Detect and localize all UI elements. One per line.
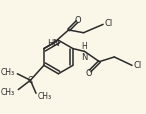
Text: HN: HN (47, 38, 60, 47)
Text: O: O (75, 16, 81, 25)
Text: Cl: Cl (134, 60, 142, 69)
Text: CH₃: CH₃ (0, 68, 15, 77)
Text: CH₃: CH₃ (38, 91, 52, 100)
Text: C: C (28, 75, 33, 84)
Text: CH₃: CH₃ (0, 87, 15, 96)
Text: N: N (81, 53, 88, 62)
Text: Cl: Cl (105, 19, 113, 28)
Text: H: H (82, 42, 87, 51)
Text: O: O (86, 69, 92, 78)
